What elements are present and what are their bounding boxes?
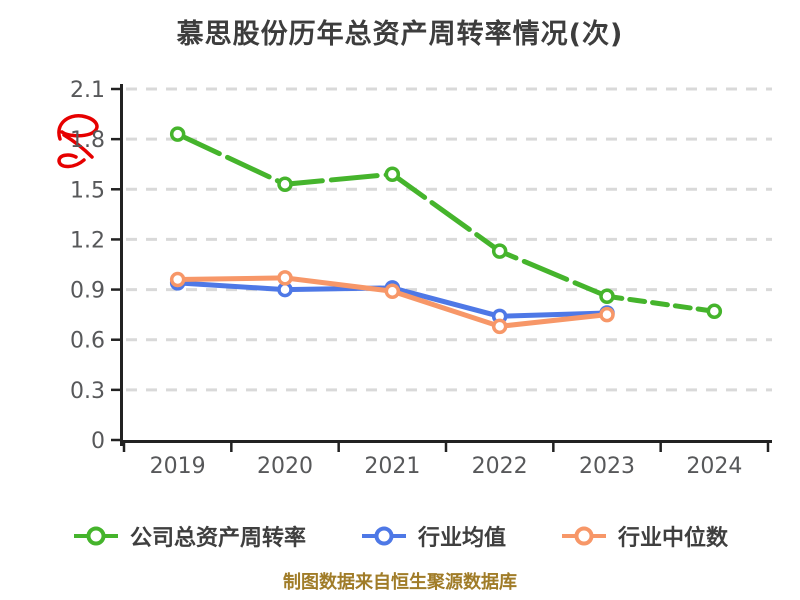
- legend-circle-industry-mean: [374, 526, 394, 546]
- legend-marker-industry-mean-icon: [361, 526, 406, 546]
- legend-label-company: 公司总资产周转率: [129, 526, 306, 551]
- data-point-industry-median: [599, 306, 615, 323]
- legend-marker-company-icon: [73, 526, 118, 546]
- watermark-bottom-loop: [57, 153, 86, 169]
- gridlines: [126, 87, 772, 392]
- y-tick-label: 0.9: [70, 279, 105, 304]
- data-point-company: [277, 176, 293, 193]
- data-point-industry-median: [277, 270, 293, 286]
- chart-title: 慕思股份历年总资产周转率情况(次): [176, 19, 624, 50]
- watermark-scribble-icon: [57, 114, 99, 169]
- legend-item-industry-mean: 行业均值: [360, 520, 506, 552]
- y-axis: 0 0.3 0.6 0.9 1.2 1.5 1.8 2.1: [70, 78, 123, 454]
- series-industry-median: [169, 270, 615, 335]
- y-tick-label: 1.2: [70, 228, 105, 253]
- x-tick-label: 2022: [472, 454, 528, 479]
- data-point-company: [706, 303, 723, 320]
- y-tick-label: 0.3: [70, 379, 105, 404]
- data-point-industry-median: [491, 318, 508, 335]
- data-point-industry-median: [384, 283, 401, 299]
- legend-label-industry-mean: 行业均值: [417, 526, 506, 551]
- watermark-top-loop: [57, 114, 99, 141]
- x-tick-label: 2020: [257, 454, 313, 479]
- y-tick-label: 1.8: [70, 128, 105, 153]
- series-company: [169, 126, 723, 320]
- y-tick-label: 2.1: [70, 78, 105, 103]
- legend: 公司总资产周转率 行业均值 行业中位数: [0, 520, 800, 552]
- data-point-company: [169, 126, 186, 142]
- legend-item-company: 公司总资产周转率: [72, 520, 306, 552]
- legend-circle-industry-median: [574, 526, 594, 546]
- data-point-company: [491, 243, 508, 259]
- y-tick-label: 0: [91, 429, 105, 454]
- chart-caption: 制图数据来自恒生聚源数据库: [283, 572, 517, 593]
- watermark-leg: [62, 133, 94, 159]
- x-tick-label: 2021: [364, 454, 420, 479]
- series-company-tail-dashed: [604, 293, 717, 314]
- x-tick-label: 2024: [686, 454, 742, 479]
- watermark-strokes: [57, 114, 99, 169]
- legend-marker-industry-median-icon: [562, 526, 606, 546]
- legend-label-industry-median: 行业中位数: [618, 526, 729, 551]
- data-point-company: [599, 288, 615, 305]
- x-tick-label: 2023: [579, 454, 635, 479]
- legend-circle-company: [86, 526, 106, 546]
- y-tick-label: 0.6: [70, 329, 105, 354]
- data-point-company: [384, 166, 401, 182]
- data-point-industry-median: [169, 271, 186, 288]
- y-tick-label: 1.5: [70, 178, 105, 203]
- x-tick-label: 2019: [150, 454, 206, 479]
- series-company-line: [175, 131, 610, 299]
- x-axis: 2019 2020 2021 2022 2023 2024: [120, 440, 772, 479]
- legend-item-industry-median: 行业中位数: [560, 520, 728, 552]
